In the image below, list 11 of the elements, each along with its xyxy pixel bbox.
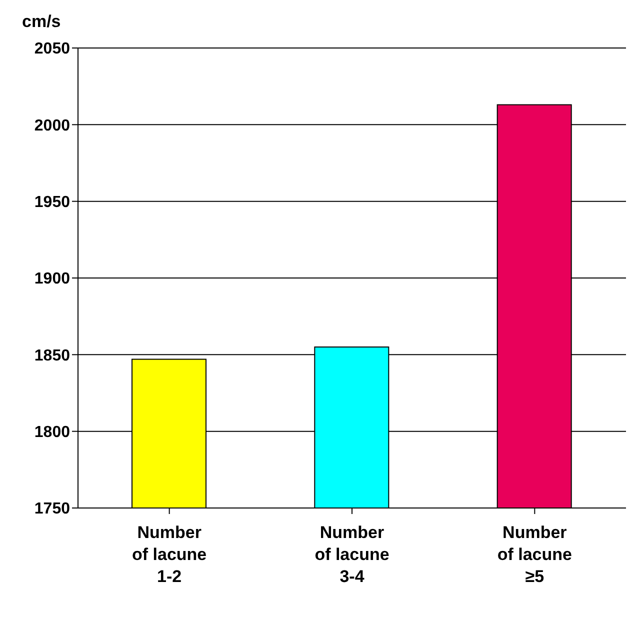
x-tick-label: Number of lacune 1-2 (132, 523, 207, 586)
x-tick-label: Number of lacune 3-4 (314, 523, 390, 586)
x-tick-label: Number of lacune ≥5 (497, 523, 572, 586)
y-tick-label: 2000 (34, 117, 70, 134)
y-axis-title: cm/s (22, 12, 61, 32)
y-tick-label: 1950 (34, 194, 70, 212)
y-tick-label: 1750 (34, 500, 70, 518)
y-tick-label: 1800 (34, 424, 70, 442)
y-tick-label: 1850 (34, 347, 70, 364)
y-tick-label: 2050 (34, 40, 70, 58)
y-tick-label: 1900 (34, 270, 70, 288)
